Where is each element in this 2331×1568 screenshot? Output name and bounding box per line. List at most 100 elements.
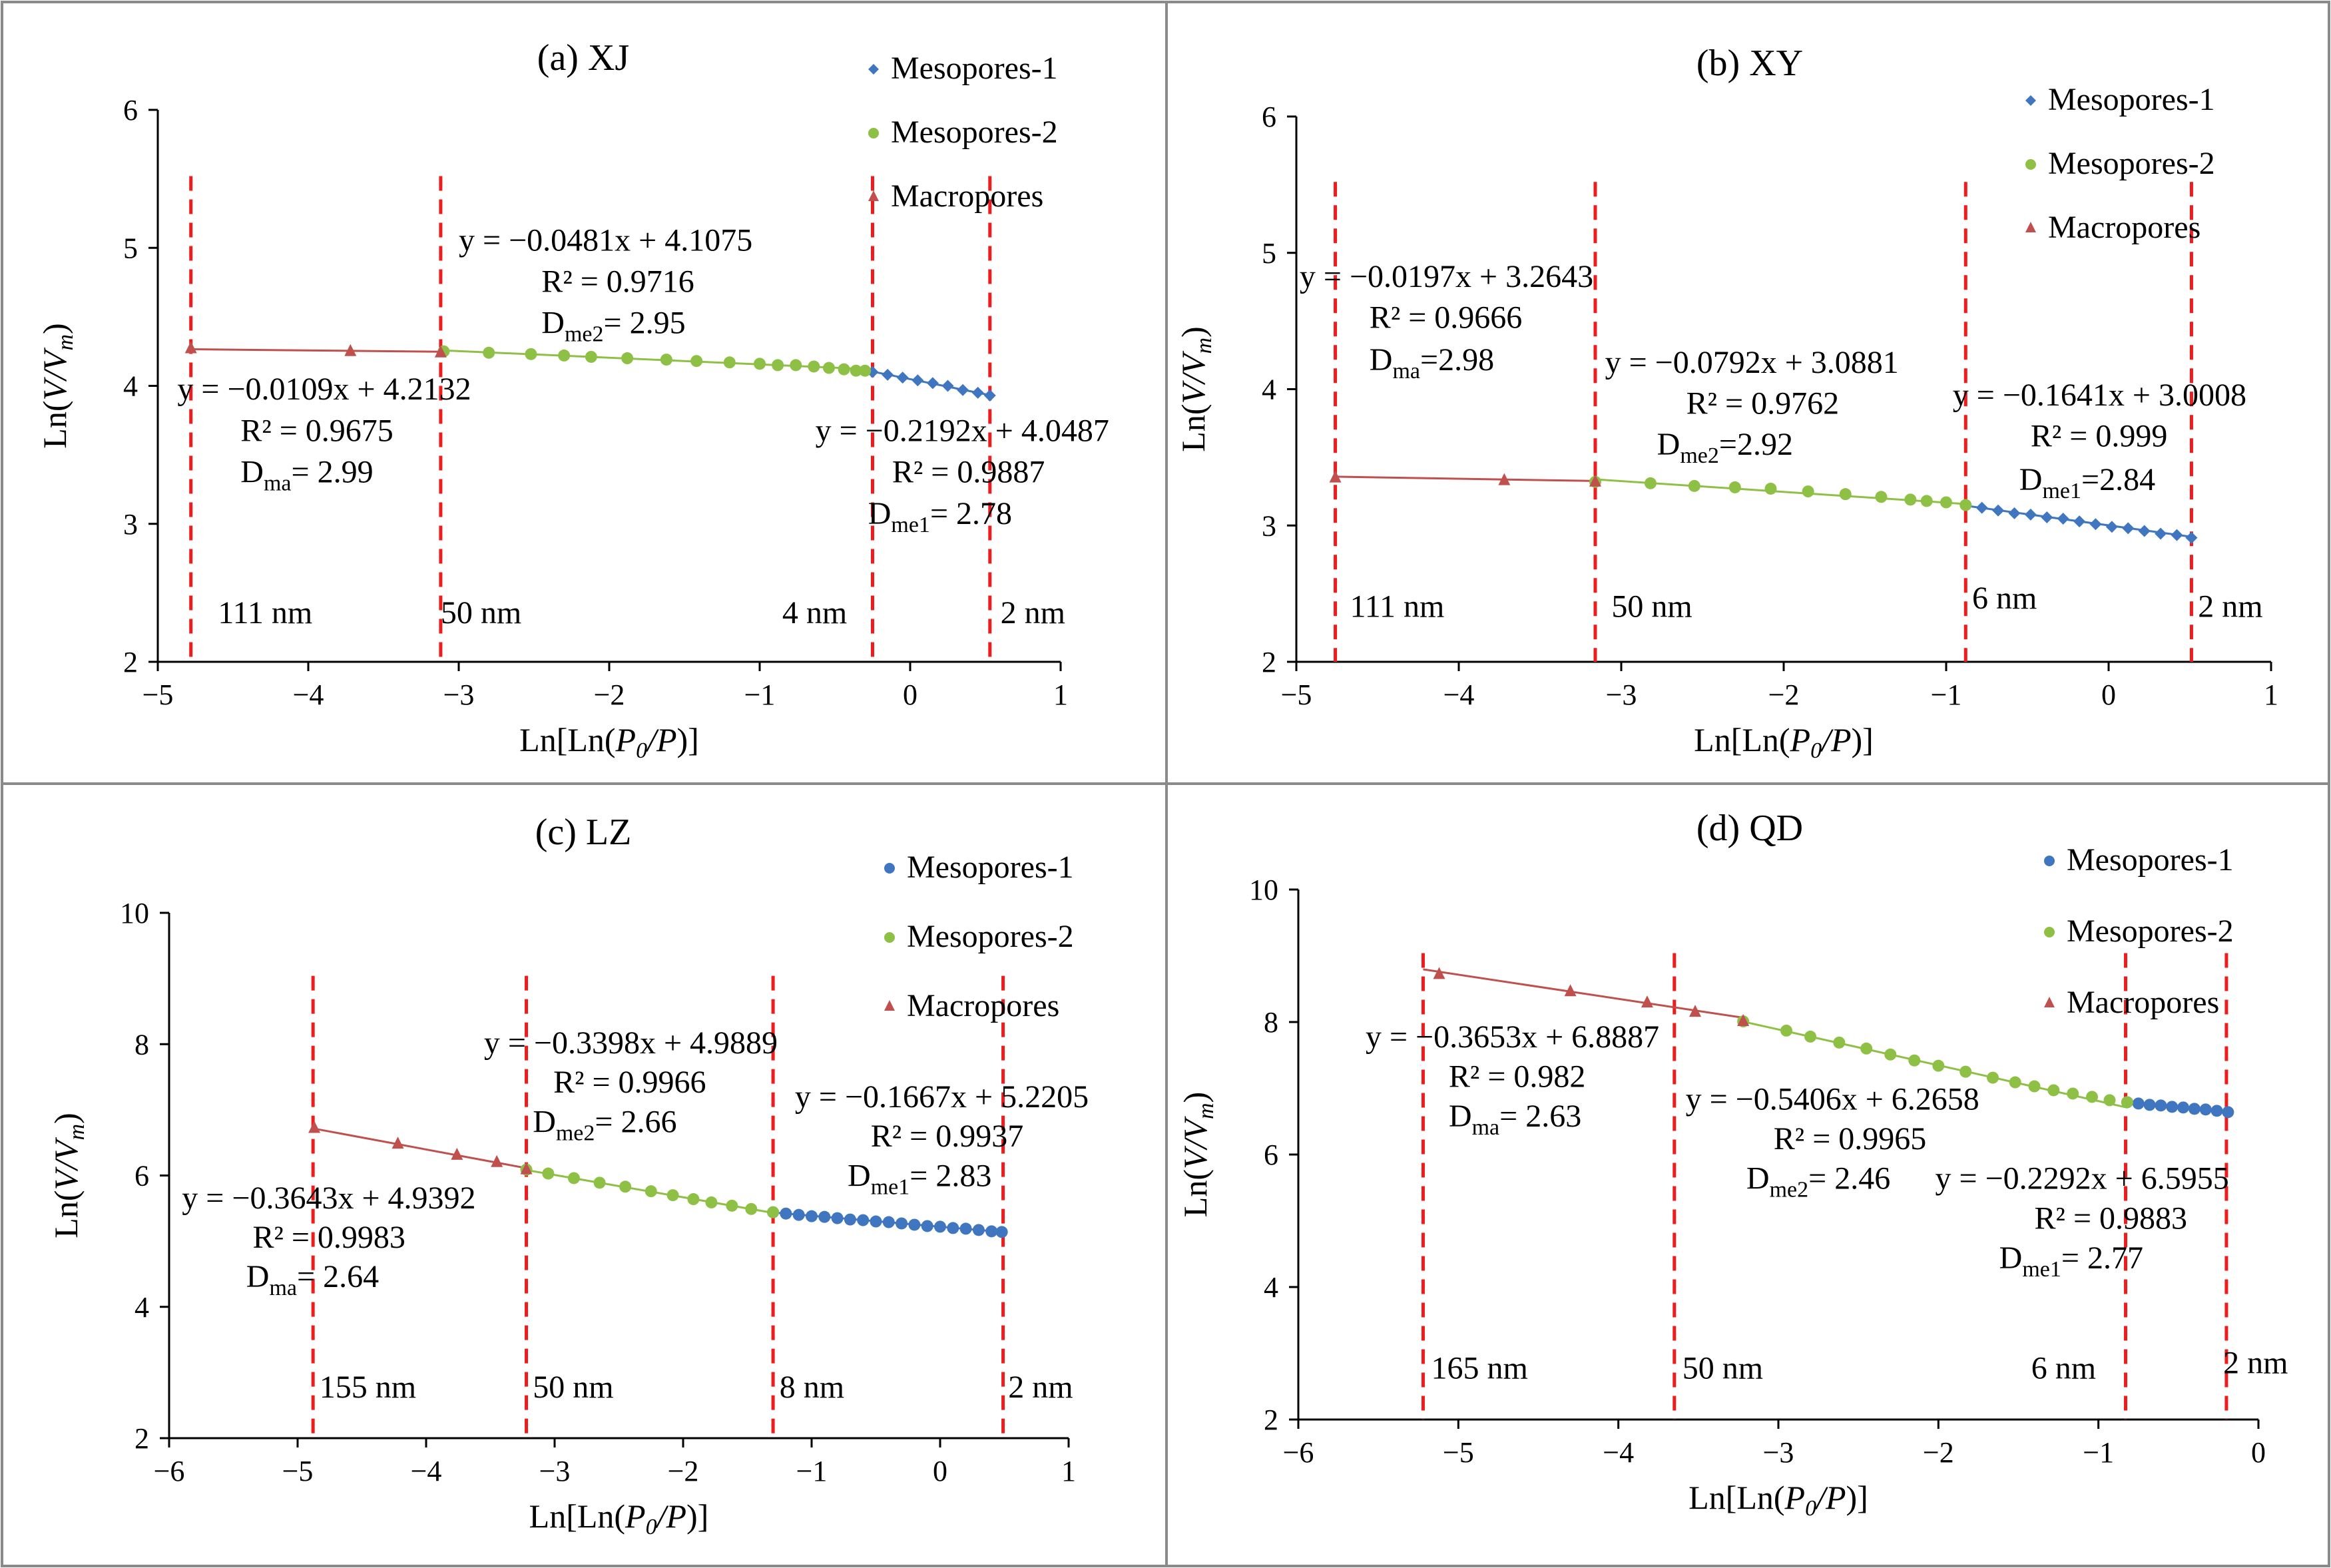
data-point — [1904, 493, 1917, 506]
data-point — [621, 352, 634, 365]
x-tick-label: 0 — [933, 1455, 947, 1487]
legend-label: Mesopores-2 — [2067, 914, 2234, 949]
data-point — [1908, 1054, 1921, 1067]
y-tick-label: 10 — [1249, 874, 1278, 906]
y-tick-label: 5 — [1262, 237, 1276, 270]
fit-annotation: y = −0.1641x + 3.0008 — [1953, 378, 2246, 413]
data-point — [1804, 1030, 1817, 1043]
fit-line — [312, 1127, 527, 1169]
chart-title: (b) XY — [1696, 43, 1803, 84]
data-point — [645, 1185, 657, 1198]
y-tick-label: 2 — [1262, 646, 1276, 678]
y-axis-label: Ln(V/Vm) — [1176, 1092, 1218, 1217]
data-point — [972, 1224, 985, 1236]
data-point — [790, 359, 802, 372]
y-tick-label: 8 — [1264, 1006, 1278, 1039]
y-tick-label: 2 — [123, 646, 138, 678]
data-point — [831, 1212, 844, 1224]
fit-annotation: Dme2= 2.66 — [533, 1104, 676, 1145]
data-point — [391, 1137, 404, 1149]
panel-3: −6 −5 −4 −3 −2 −1 0 2 4 6 8 10 (d) QD Ln[Ln(P0/P)] Ln(… — [1176, 808, 2288, 1521]
y-tick-label: 3 — [123, 508, 138, 541]
fit-annotation: y = −0.0792x + 3.0881 — [1605, 345, 1899, 380]
legend-marker — [2025, 95, 2036, 106]
fit-annotation: y = −0.3643x + 4.9392 — [182, 1180, 475, 1216]
x-axis-label: Ln[Ln(P0/P)] — [519, 721, 699, 763]
fit-annotation: Dme1= 2.83 — [848, 1158, 991, 1199]
data-point — [792, 1208, 805, 1221]
data-point — [2028, 1080, 2041, 1093]
data-point — [838, 363, 850, 376]
data-point — [525, 348, 537, 360]
data-point — [1644, 477, 1657, 489]
legend-marker — [2025, 222, 2036, 232]
data-point — [2122, 522, 2135, 535]
data-point — [2138, 525, 2151, 537]
y-tick-label: 4 — [123, 370, 138, 403]
x-tick-label: −3 — [1763, 1436, 1794, 1469]
data-point — [818, 1210, 831, 1223]
y-tick-label: 6 — [123, 94, 138, 127]
data-point — [585, 350, 597, 363]
fit-annotation: R² = 0.9716 — [541, 264, 694, 300]
legend-marker — [2044, 856, 2055, 866]
boundary-label: 111 nm — [1350, 589, 1445, 624]
data-point — [857, 1214, 870, 1226]
data-point — [1641, 995, 1653, 1008]
x-axis-label: Ln[Ln(P0/P)] — [529, 1497, 709, 1539]
data-point — [2008, 507, 2021, 519]
data-point — [1940, 496, 1952, 509]
x-tick-label: −1 — [2083, 1436, 2114, 1469]
data-point — [726, 1199, 738, 1212]
legend-label: Macropores — [907, 988, 1059, 1023]
data-point — [2188, 1103, 2201, 1115]
x-tick-label: −4 — [411, 1455, 442, 1487]
data-point — [767, 1206, 780, 1218]
y-tick-label: 4 — [1262, 374, 1276, 406]
x-tick-label: 1 — [2264, 678, 2278, 711]
data-point — [808, 360, 820, 373]
legend: Mesopores-1 Mesopores-2 Macropores — [2025, 82, 2215, 245]
data-point — [995, 1226, 1008, 1238]
legend-label: Mesopores-1 — [891, 51, 1058, 86]
data-point — [1780, 1024, 1793, 1037]
x-tick-label: −2 — [1768, 678, 1800, 711]
fit-annotation: y = −0.1667x + 5.2205 — [795, 1079, 1089, 1115]
boundary-label: 50 nm — [1611, 589, 1692, 624]
data-point — [926, 377, 939, 390]
data-point — [908, 1218, 921, 1231]
data-point — [184, 341, 197, 354]
data-point — [723, 356, 736, 369]
y-axis-label: Ln(V/Vm) — [47, 1113, 89, 1238]
x-axis-label: Ln[Ln(P0/P)] — [1694, 721, 1874, 763]
data-point — [1884, 1048, 1897, 1061]
y-tick-label: 10 — [120, 897, 149, 929]
legend-label: Mesopores-2 — [907, 919, 1074, 954]
data-point — [2086, 1091, 2099, 1103]
legend-marker — [2044, 927, 2055, 937]
boundary-label: 6 nm — [1972, 581, 2037, 616]
data-point — [619, 1180, 632, 1193]
x-tick-label: −4 — [1603, 1436, 1634, 1469]
data-point — [1932, 1059, 1945, 1072]
boundary-label: 2 nm — [1008, 1370, 1073, 1405]
data-point — [1959, 1065, 1972, 1078]
fit-annotation: Dme1= 2.77 — [1999, 1240, 2143, 1282]
data-point — [1564, 984, 1577, 997]
boundary-label: 6 nm — [2031, 1350, 2096, 1386]
boundary-label: 2 nm — [2223, 1345, 2288, 1380]
data-point — [2185, 531, 2198, 544]
data-point — [1875, 491, 1888, 503]
fit-annotation: R² = 0.9983 — [252, 1220, 405, 1255]
data-point — [1802, 485, 1814, 498]
x-tick-label: −5 — [282, 1455, 314, 1487]
legend-label: Macropores — [891, 178, 1043, 214]
panels: −5 −4 −3 −2 −1 0 1 2 3 4 5 6 (a) XJ Ln[Ln(P0/P)] Ln(V/… — [36, 37, 2288, 1539]
fit-line — [1423, 968, 1744, 1019]
legend-marker — [884, 863, 895, 874]
data-point — [2121, 1096, 2133, 1109]
data-point — [2024, 508, 2037, 521]
legend-label: Mesopores-1 — [2067, 842, 2234, 878]
data-point — [971, 386, 984, 399]
data-point — [2089, 518, 2102, 531]
